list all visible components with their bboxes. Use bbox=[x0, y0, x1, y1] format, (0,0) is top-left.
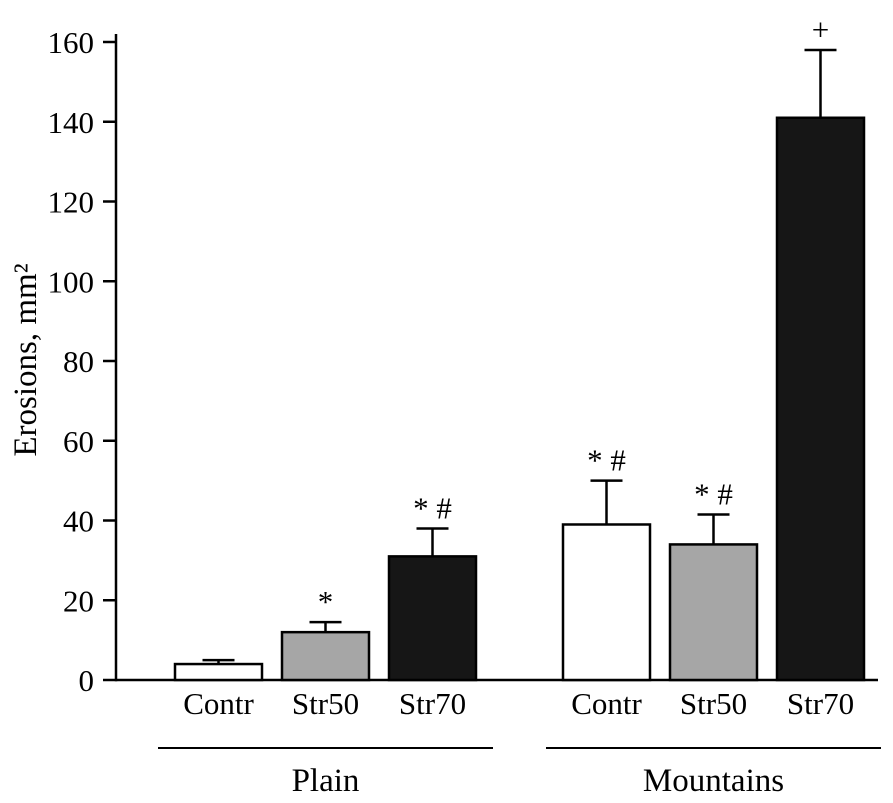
group-label: Mountains bbox=[643, 763, 784, 799]
bar-plain-str70 bbox=[387, 555, 478, 682]
y-tick-label: 40 bbox=[63, 504, 94, 539]
bar-plain-contr bbox=[173, 662, 264, 682]
group-label: Plain bbox=[292, 763, 360, 799]
significance-annotation: * bbox=[318, 584, 334, 619]
y-axis-label: Erosions, mm² bbox=[8, 263, 44, 456]
y-tick-label: 60 bbox=[63, 424, 94, 459]
y-tick-label: 120 bbox=[48, 185, 95, 220]
y-tick-label: 20 bbox=[63, 583, 94, 618]
bar-plain-str50 bbox=[280, 630, 371, 682]
y-tick-label: 140 bbox=[48, 105, 95, 140]
y-tick-label: 160 bbox=[48, 25, 95, 60]
bar-mountains-contr bbox=[561, 523, 652, 682]
y-tick-label: 100 bbox=[48, 264, 95, 299]
category-label: Str70 bbox=[399, 686, 466, 721]
significance-annotation: * # bbox=[413, 490, 452, 525]
category-label: Str70 bbox=[787, 686, 854, 721]
category-label: Str50 bbox=[680, 686, 747, 721]
significance-annotation: * # bbox=[694, 477, 733, 512]
category-label: Contr bbox=[571, 686, 642, 721]
category-label: Contr bbox=[183, 686, 254, 721]
y-tick-label: 80 bbox=[63, 344, 94, 379]
category-label: Str50 bbox=[292, 686, 359, 721]
y-tick-label: 0 bbox=[79, 663, 95, 698]
significance-annotation: * # bbox=[587, 443, 626, 478]
bar-mountains-str50 bbox=[668, 543, 759, 682]
bar-mountains-str70 bbox=[775, 116, 866, 682]
significance-annotation: + bbox=[812, 12, 829, 47]
